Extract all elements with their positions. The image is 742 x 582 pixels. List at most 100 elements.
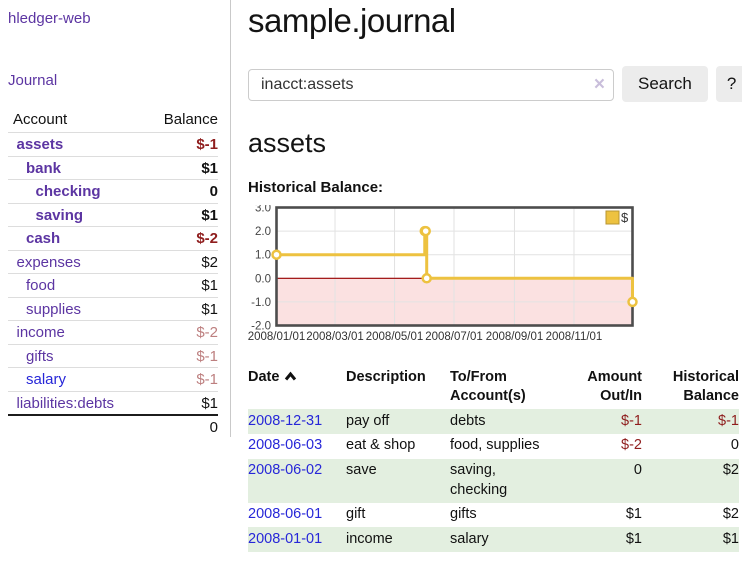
amount-column-header: Amount Out/In bbox=[587, 368, 642, 405]
y-axis-tick-label: 1.0 bbox=[255, 250, 271, 262]
page: hledger-web Journal Account Balance asse… bbox=[0, 0, 742, 552]
balance-cell: $2 bbox=[722, 462, 739, 479]
sort-ascending-icon bbox=[285, 371, 297, 381]
amount-cell: $-1 bbox=[621, 412, 642, 429]
sidebar-nav: Journal bbox=[8, 72, 218, 90]
account-tree: assets $-1 bank $1 checking 0 saving $1 cash $-2 e… bbox=[8, 132, 218, 414]
account-row: expenses $2 bbox=[8, 249, 218, 274]
account-row: saving $1 bbox=[8, 202, 218, 227]
description-cell: gift bbox=[346, 506, 366, 523]
balance-column-header: Balance bbox=[163, 111, 218, 128]
main-content: sample.journal × Search ? assets Histori… bbox=[231, 0, 742, 552]
x-axis-tick-label: 2008/09/01 bbox=[486, 331, 544, 343]
clear-search-icon[interactable]: × bbox=[593, 74, 605, 96]
amount-cell: $1 bbox=[625, 506, 642, 523]
accounts-total-value: 0 bbox=[209, 419, 218, 436]
sidebar-account-income[interactable]: income bbox=[16, 324, 65, 341]
balance-cell: $2 bbox=[722, 506, 739, 523]
transaction-date-link[interactable]: 2008-01-01 bbox=[248, 530, 323, 547]
register-row: 2008-06-02 save saving, checking 0 $2 bbox=[248, 458, 739, 503]
legend-label: $ bbox=[621, 210, 629, 225]
balance-cell: 0 bbox=[730, 437, 739, 454]
register-row: 2008-01-01 income salary $1 $1 bbox=[248, 527, 739, 552]
sidebar-account-bank[interactable]: bank bbox=[26, 159, 62, 177]
search-box: × bbox=[248, 69, 614, 102]
sidebar-account-checking[interactable]: checking bbox=[35, 183, 101, 200]
x-axis-tick-label: 2008/07/01 bbox=[425, 331, 483, 343]
y-axis-tick-label: -2.0 bbox=[251, 321, 271, 333]
description-cell: pay off bbox=[346, 412, 390, 429]
register-row: 2008-12-31 pay off debts $-1 $-1 bbox=[248, 409, 739, 434]
sidebar-account-liabilities-debts[interactable]: liabilities:debts bbox=[16, 394, 115, 412]
sidebar-account-assets[interactable]: assets bbox=[16, 136, 64, 153]
account-balance: $-1 bbox=[196, 347, 218, 365]
balance-cell: $-1 bbox=[718, 412, 739, 429]
account-balance: $1 bbox=[201, 206, 218, 224]
account-row: liabilities:debts $1 bbox=[8, 390, 218, 415]
account-balance: $-2 bbox=[196, 230, 218, 247]
y-axis-tick-label: -1.0 bbox=[251, 297, 271, 309]
sidebar-account-supplies[interactable]: supplies bbox=[26, 300, 82, 318]
accounts-cell: debts bbox=[450, 412, 486, 429]
accounts-table: Account Balance assets $-1 bank $1 checking 0… bbox=[8, 109, 218, 439]
sidebar: hledger-web Journal Account Balance asse… bbox=[0, 0, 231, 437]
sidebar-account-gifts[interactable]: gifts bbox=[26, 347, 54, 365]
account-row: cash $-2 bbox=[8, 226, 218, 250]
date-cell: 2008-01-01 bbox=[248, 527, 346, 552]
register-row: 2008-06-01 gift gifts $1 $2 bbox=[248, 503, 739, 528]
historical-balance-chart: $3.0 2.0 1.0 0.0 -1.0 -2.0 2008/01/01 2008/03/0… bbox=[248, 203, 742, 347]
amount-cell: 0 bbox=[633, 462, 642, 479]
accounts-table-header: Account Balance bbox=[8, 109, 218, 132]
y-axis-tick-label: 3.0 bbox=[255, 205, 271, 215]
account-row: assets $-1 bbox=[8, 132, 218, 156]
search-button[interactable]: Search bbox=[622, 66, 708, 103]
balance-cell: $1 bbox=[722, 530, 739, 547]
help-button[interactable]: ? bbox=[715, 66, 742, 103]
search-form: × Search ? bbox=[248, 66, 742, 103]
data-point-marker bbox=[271, 249, 282, 261]
transaction-date-link[interactable]: 2008-06-03 bbox=[248, 437, 323, 454]
accounts-cell: gifts bbox=[450, 506, 477, 523]
sidebar-item-journal[interactable]: Journal bbox=[8, 72, 58, 89]
account-balance: $-2 bbox=[196, 324, 218, 341]
sidebar-account-salary[interactable]: salary bbox=[26, 371, 67, 388]
account-row: bank $1 bbox=[8, 155, 218, 180]
transaction-date-link[interactable]: 2008-06-02 bbox=[248, 462, 323, 479]
account-balance: $1 bbox=[201, 300, 218, 318]
page-title: sample.journal bbox=[248, 2, 456, 39]
legend-swatch bbox=[605, 210, 620, 225]
sidebar-account-expenses[interactable]: expenses bbox=[16, 253, 81, 271]
data-point-marker bbox=[421, 273, 432, 284]
account-column-header: Account bbox=[13, 111, 68, 128]
x-axis-tick-label: 2008/11/01 bbox=[546, 331, 603, 343]
transaction-date-link[interactable]: 2008-06-01 bbox=[248, 506, 323, 523]
description-cell: save bbox=[346, 462, 377, 479]
data-point-marker bbox=[420, 226, 431, 237]
app-brand-link[interactable]: hledger-web bbox=[8, 10, 91, 27]
date-column-header[interactable]: Date bbox=[248, 365, 346, 409]
sidebar-account-cash[interactable]: cash bbox=[26, 230, 61, 247]
account-balance: $1 bbox=[201, 394, 218, 412]
y-axis-tick-label: 0.0 bbox=[255, 274, 271, 286]
account-balance: $-1 bbox=[196, 371, 218, 388]
account-balance: $1 bbox=[201, 159, 218, 177]
date-cell: 2008-12-31 bbox=[248, 409, 346, 434]
account-balance: 0 bbox=[209, 183, 218, 200]
accounts-total-row: 0 bbox=[8, 414, 218, 439]
description-cell: income bbox=[346, 530, 393, 547]
account-row: checking 0 bbox=[8, 179, 218, 203]
sidebar-account-saving[interactable]: saving bbox=[35, 206, 84, 224]
accounts-cell: salary bbox=[450, 530, 489, 547]
amount-cell: $-2 bbox=[621, 437, 642, 454]
sidebar-account-food[interactable]: food bbox=[26, 277, 56, 294]
x-axis-tick-label: 2008/01/01 bbox=[248, 331, 305, 343]
accounts-column-header: To/From Account(s) bbox=[450, 368, 526, 405]
transaction-date-link[interactable]: 2008-12-31 bbox=[248, 412, 323, 429]
register-table: Date Description To/From Account(s) Amoun… bbox=[248, 365, 739, 552]
y-axis-tick-label: 2.0 bbox=[255, 226, 271, 238]
date-cell: 2008-06-02 bbox=[248, 459, 346, 503]
search-input[interactable] bbox=[248, 69, 614, 102]
account-balance: $-1 bbox=[196, 136, 218, 153]
data-point-marker bbox=[627, 296, 638, 308]
